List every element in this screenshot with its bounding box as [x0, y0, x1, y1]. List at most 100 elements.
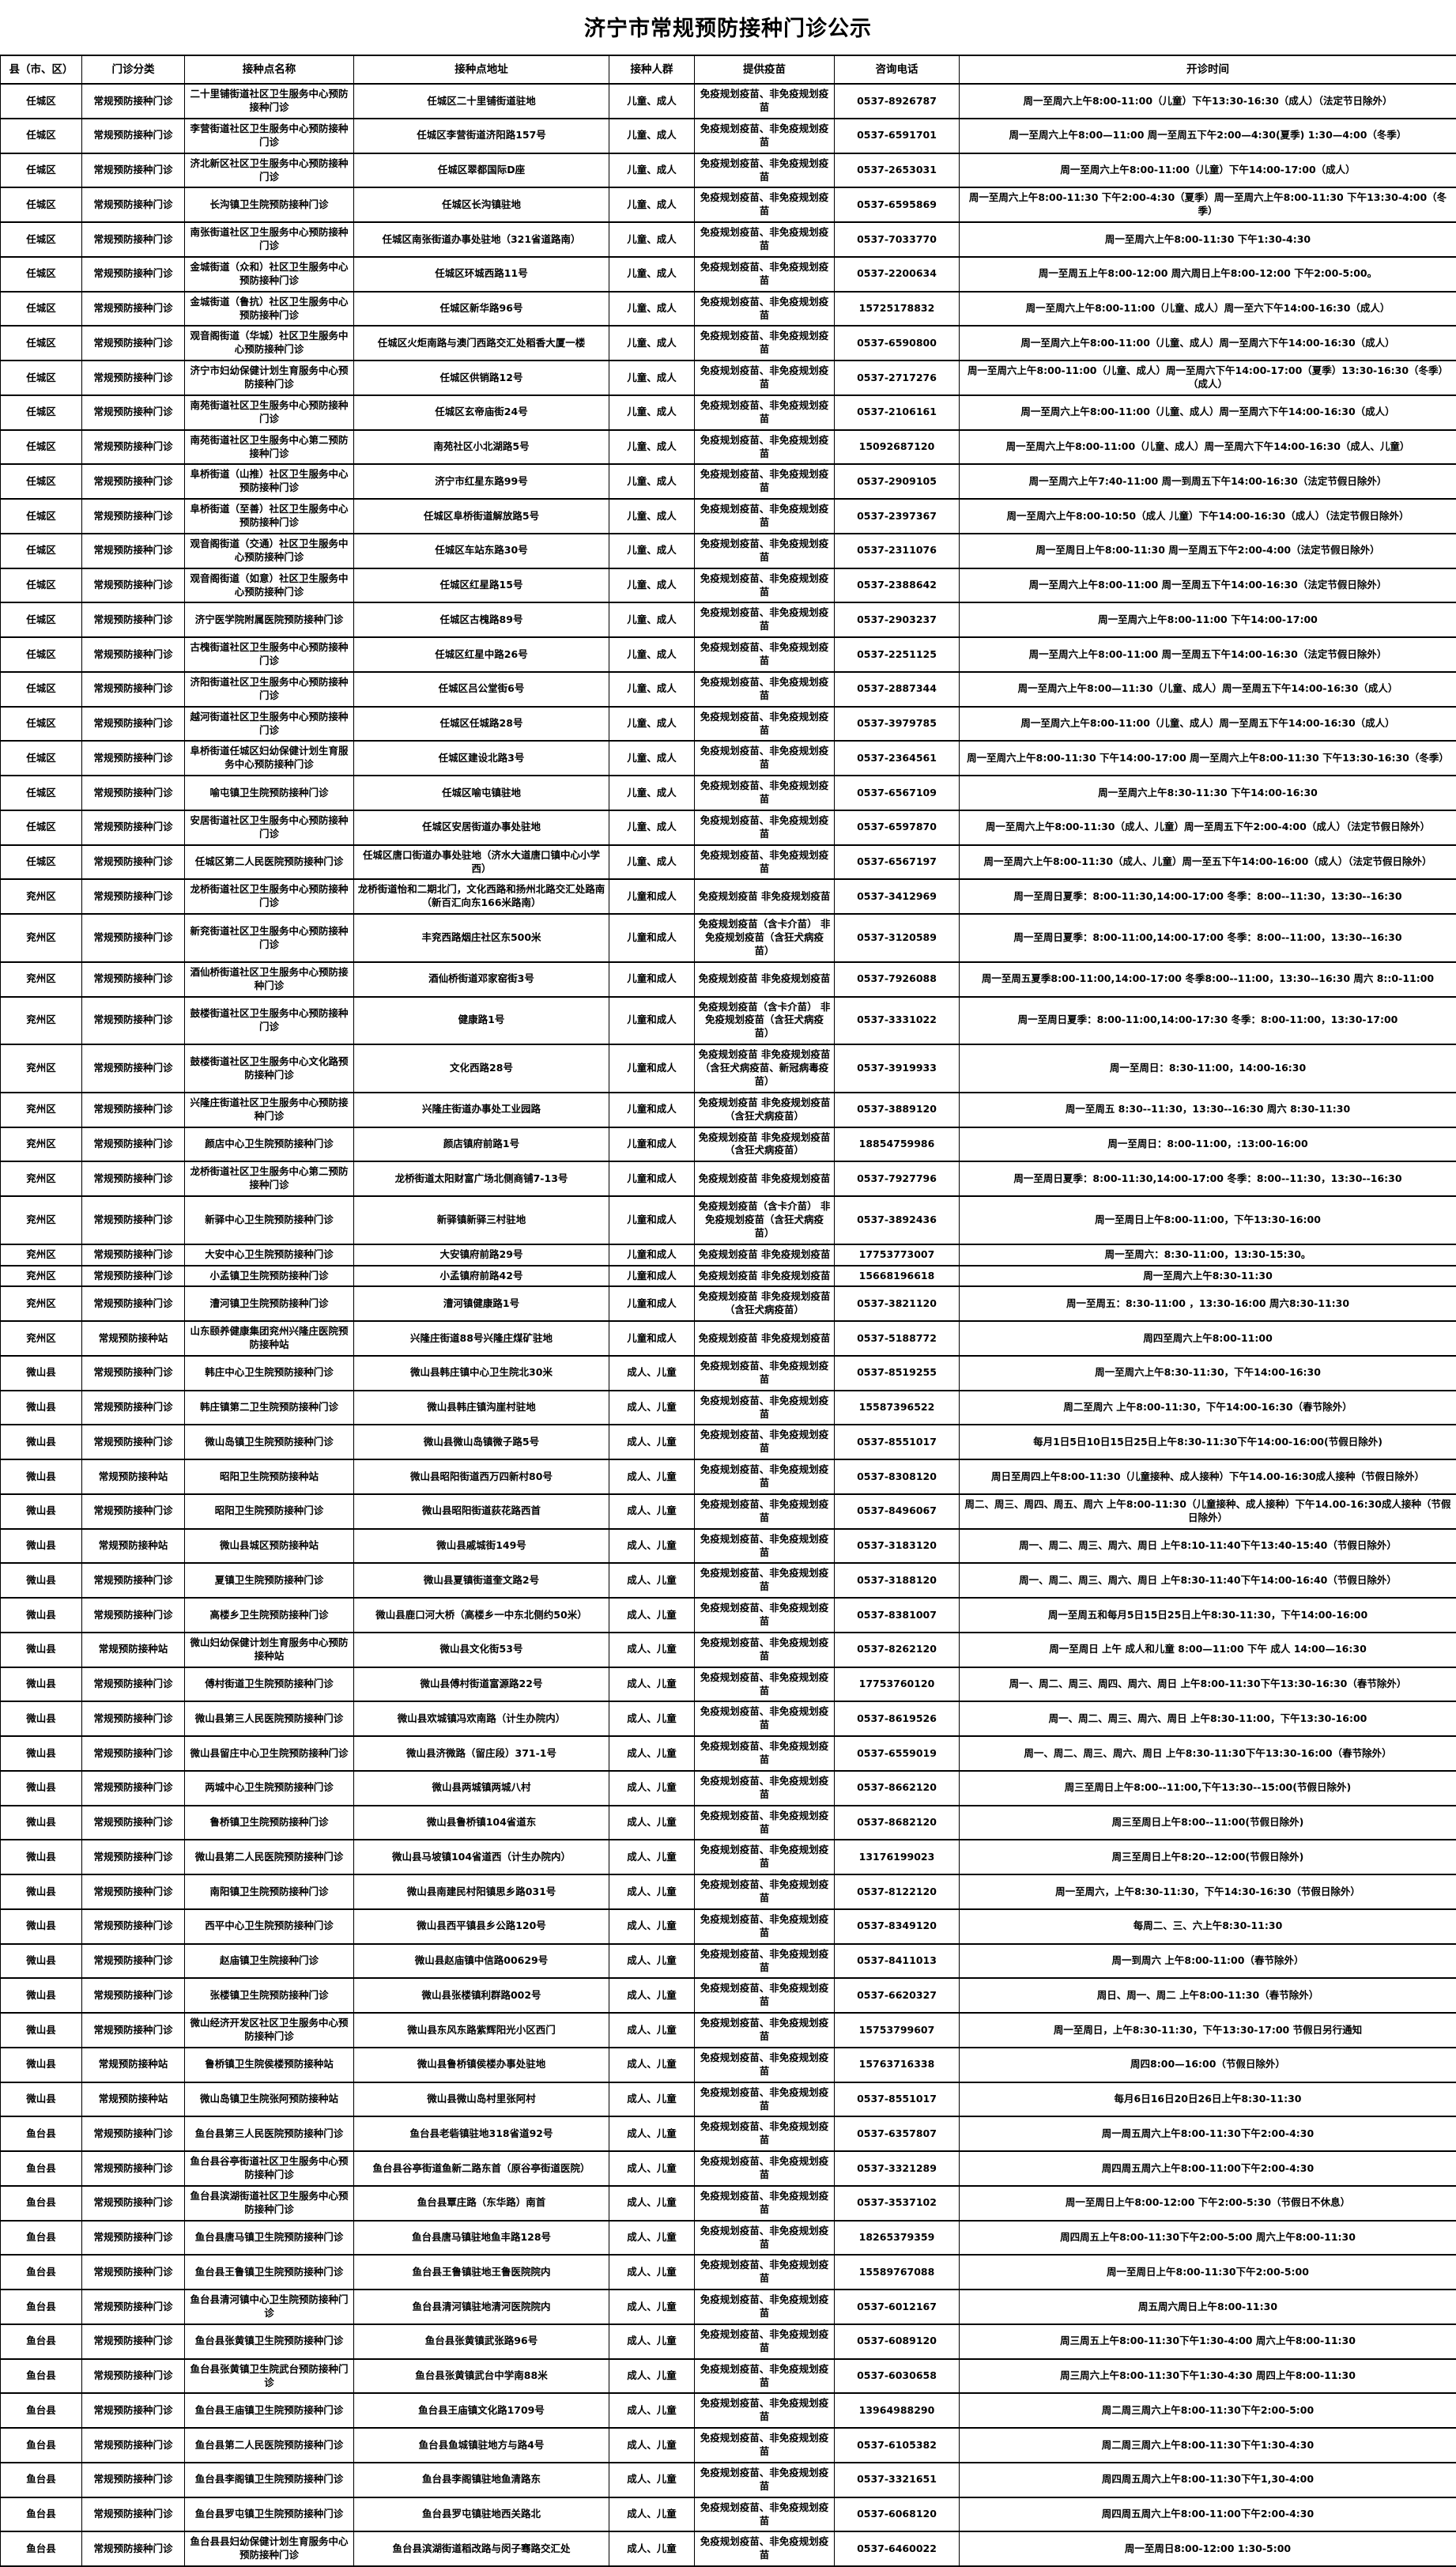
cell-category: 常规预防接种门诊	[82, 845, 185, 880]
cell-address: 任城区翠都国际D座	[354, 153, 609, 188]
table-row: 微山县常规预防接种站昭阳卫生院预防接种站微山县昭阳街道西万四新村80号成人、儿童…	[1, 1459, 1456, 1494]
cell-county: 微山县	[1, 2082, 82, 2117]
cell-county: 任城区	[1, 326, 82, 361]
cell-hours: 周一至周五夏季8:00-11:00,14:00-17:00 冬季8:00--11…	[960, 962, 1456, 997]
cell-population: 儿童、成人	[609, 637, 695, 672]
cell-population: 成人、儿童	[609, 2116, 695, 2151]
cell-county: 鱼台县	[1, 2290, 82, 2324]
cell-population: 儿童、成人	[609, 672, 695, 707]
cell-population: 儿童和成人	[609, 1093, 695, 1127]
table-row: 微山县常规预防接种站微山县城区预防接种站微山县戚城街149号成人、儿童免疫规划疫…	[1, 1529, 1456, 1564]
cell-vaccines: 免疫规划疫苗、非免疫规划疫苗	[695, 1563, 835, 1598]
cell-county: 微山县	[1, 1598, 82, 1633]
cell-county: 微山县	[1, 1425, 82, 1459]
cell-population: 儿童、成人	[609, 153, 695, 188]
cell-county: 鱼台县	[1, 2393, 82, 2428]
cell-county: 任城区	[1, 534, 82, 568]
cell-phone: 0537-8682120	[835, 1806, 960, 1840]
cell-address: 微山县昭阳街道荻花路西首	[354, 1494, 609, 1529]
cell-phone: 0537-8262120	[835, 1633, 960, 1667]
table-row: 任城区常规预防接种门诊济宁市妇幼保健计划生育服务中心预防接种门诊任城区供销路12…	[1, 361, 1456, 395]
cell-address: 任城区唐口街道办事处驻地（济水大道唐口镇中心小学西）	[354, 845, 609, 880]
cell-category: 常规预防接种门诊	[82, 962, 185, 997]
cell-population: 成人、儿童	[609, 2221, 695, 2256]
table-row: 任城区常规预防接种门诊越河街道社区卫生服务中心预防接种门诊任城区任城路28号儿童…	[1, 707, 1456, 742]
cell-phone: 0537-6559019	[835, 1736, 960, 1771]
cell-address: 健康路1号	[354, 997, 609, 1045]
cell-hours: 周三至周日上午8:00--11:00(节假日除外)	[960, 1806, 1456, 1840]
cell-category: 常规预防接种门诊	[82, 222, 185, 257]
cell-address: 丰兖西路烟庄社区东500米	[354, 914, 609, 962]
cell-category: 常规预防接种门诊	[82, 1944, 185, 1979]
cell-vaccines: 免疫规划疫苗、非免疫规划疫苗	[695, 568, 835, 603]
table-row: 鱼台县常规预防接种门诊鱼台县王庙镇卫生院预防接种门诊鱼台县王庙镇文化路1709号…	[1, 2393, 1456, 2428]
cell-county: 任城区	[1, 257, 82, 292]
cell-phone: 0537-6595869	[835, 187, 960, 222]
cell-phone: 17753773007	[835, 1244, 960, 1266]
cell-category: 常规预防接种门诊	[82, 2116, 185, 2151]
table-row: 任城区常规预防接种门诊阜桥街道（山推）社区卫生服务中心预防接种门诊济宁市红星东路…	[1, 464, 1456, 499]
cell-county: 微山县	[1, 2048, 82, 2082]
cell-category: 常规预防接种门诊	[82, 326, 185, 361]
cell-county: 微山县	[1, 1840, 82, 1874]
cell-population: 成人、儿童	[609, 2428, 695, 2463]
cell-hours: 周一、周二、周三、周六、周日 上午8:30-11:40下午14:00-16:40…	[960, 1563, 1456, 1598]
cell-hours: 周一、周二、周三、周六、周日 上午8:10-11:40下午13:40-15:40…	[960, 1529, 1456, 1564]
cell-address: 微山县鹿口河大桥（高楼乡一中东北侧约50米）	[354, 1598, 609, 1633]
cell-category: 常规预防接种门诊	[82, 2255, 185, 2290]
table-row: 微山县常规预防接种站鲁桥镇卫生院侯楼预防接种站微山县鲁桥镇侯楼办事处驻地成人、儿…	[1, 2048, 1456, 2082]
cell-site-name: 微山岛镇卫生院预防接种门诊	[185, 1425, 354, 1459]
cell-site-name: 喻屯镇卫生院预防接种门诊	[185, 776, 354, 810]
cell-county: 任城区	[1, 741, 82, 776]
cell-category: 常规预防接种门诊	[82, 2221, 185, 2256]
cell-address: 漕河镇健康路1号	[354, 1286, 609, 1321]
cell-phone: 0537-2200634	[835, 257, 960, 292]
cell-vaccines: 免疫规划疫苗、非免疫规划疫苗	[695, 1978, 835, 2013]
cell-category: 常规预防接种门诊	[82, 257, 185, 292]
cell-vaccines: 免疫规划疫苗、非免疫规划疫苗	[695, 257, 835, 292]
cell-hours: 周一至周日夏季：8:00-11:00,14:00-17:30 冬季：8:00-1…	[960, 997, 1456, 1045]
cell-site-name: 观音阁街道（交通）社区卫生服务中心预防接种门诊	[185, 534, 354, 568]
table-row: 鱼台县常规预防接种门诊鱼台县王鲁镇卫生院预防接种门诊鱼台县王鲁镇驻地王鲁医院院内…	[1, 2255, 1456, 2290]
cell-category: 常规预防接种门诊	[82, 1286, 185, 1321]
cell-vaccines: 免疫规划疫苗、非免疫规划疫苗	[695, 2463, 835, 2497]
cell-county: 微山县	[1, 1391, 82, 1425]
cell-population: 成人、儿童	[609, 1391, 695, 1425]
cell-site-name: 南苑街道社区卫生服务中心第二预防接种门诊	[185, 430, 354, 465]
cell-phone: 0537-2311076	[835, 534, 960, 568]
cell-address: 微山县赵庙镇中信路00629号	[354, 1944, 609, 1979]
cell-phone: 0537-6597870	[835, 810, 960, 845]
cell-population: 儿童和成人	[609, 1127, 695, 1162]
cell-site-name: 鱼台县唐马镇卫生院预防接种门诊	[185, 2221, 354, 2256]
cell-address: 龙桥街道怡和二期北门，文化西路和扬州北路交汇处路南（新百汇向东166米路南）	[354, 879, 609, 914]
cell-population: 成人、儿童	[609, 1563, 695, 1598]
cell-category: 常规预防接种门诊	[82, 119, 185, 153]
cell-vaccines: 免疫规划疫苗、非免疫规划疫苗	[695, 602, 835, 637]
cell-category: 常规预防接种门诊	[82, 568, 185, 603]
cell-vaccines: 免疫规划疫苗、非免疫规划疫苗	[695, 464, 835, 499]
table-row: 兖州区常规预防接种门诊新兖街道社区卫生服务中心预防接种门诊丰兖西路烟庄社区东50…	[1, 914, 1456, 962]
cell-hours: 周一至周六上午8:00-11:00（儿童、成人）周一至周六下午14:00-17:…	[960, 361, 1456, 395]
cell-county: 任城区	[1, 707, 82, 742]
table-row: 任城区常规预防接种门诊任城区第二人民医院预防接种门诊任城区唐口街道办事处驻地（济…	[1, 845, 1456, 880]
cell-category: 常规预防接种门诊	[82, 707, 185, 742]
cell-category: 常规预防接种门诊	[82, 776, 185, 810]
cell-vaccines: 免疫规划疫苗、非免疫规划疫苗	[695, 1494, 835, 1529]
cell-vaccines: 免疫规划疫苗、非免疫规划疫苗	[695, 2013, 835, 2048]
cell-category: 常规预防接种门诊	[82, 2186, 185, 2221]
cell-phone: 15589767088	[835, 2255, 960, 2290]
cell-vaccines: 免疫规划疫苗 非免疫规划疫苗	[695, 1321, 835, 1356]
cell-hours: 周四周五周六上午8:00-11:00下午2:00-4:30	[960, 2151, 1456, 2186]
cell-site-name: 微山县留庄中心卫生院预防接种门诊	[185, 1736, 354, 1771]
table-row: 兖州区常规预防接种门诊大安中心卫生院预防接种门诊大安镇府前路29号儿童和成人免疫…	[1, 1244, 1456, 1266]
cell-address: 微山县南建民村阳镇思乡路031号	[354, 1874, 609, 1909]
cell-category: 常规预防接种门诊	[82, 741, 185, 776]
cell-population: 成人、儿童	[609, 2324, 695, 2359]
cell-vaccines: 免疫规划疫苗、非免疫规划疫苗	[695, 2221, 835, 2256]
cell-address: 任城区红星路15号	[354, 568, 609, 603]
cell-vaccines: 免疫规划疫苗 非免疫规划疫苗	[695, 962, 835, 997]
cell-county: 任城区	[1, 672, 82, 707]
table-row: 任城区常规预防接种门诊济阳街道社区卫生服务中心预防接种门诊任城区吕公堂街6号儿童…	[1, 672, 1456, 707]
cell-address: 微山县微山岛镇微子路5号	[354, 1425, 609, 1459]
table-row: 微山县常规预防接种门诊韩庄中心卫生院预防接种门诊微山县韩庄镇中心卫生院北30米成…	[1, 1356, 1456, 1391]
